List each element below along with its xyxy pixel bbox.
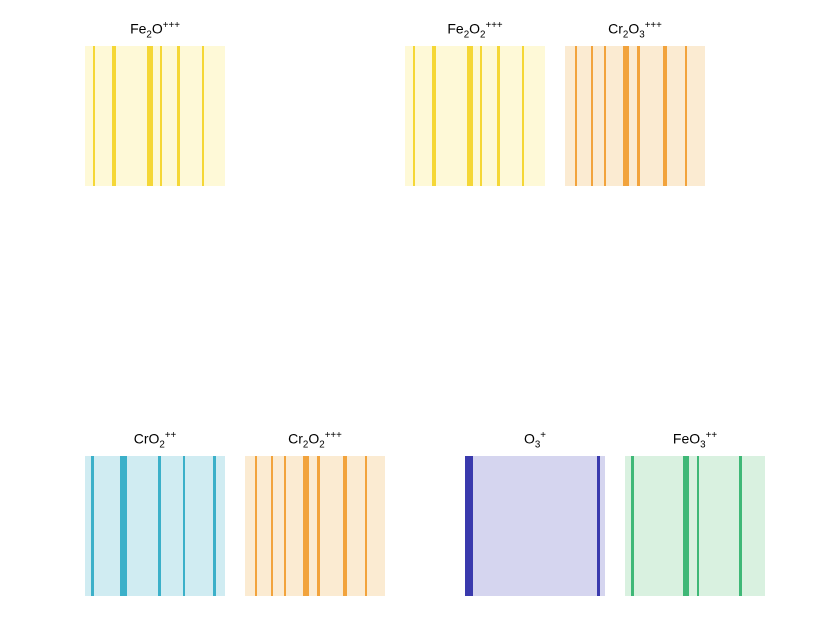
spectral-line: [522, 46, 524, 186]
spectrum-box: [565, 46, 705, 186]
spectral-line: [739, 456, 742, 596]
spectral-line: [637, 46, 640, 186]
spectral-line: [202, 46, 204, 186]
spectral-line: [213, 456, 216, 596]
spectral-line: [147, 46, 153, 186]
panel-title: Cr2O2+++: [245, 430, 385, 450]
spectrum-box: [625, 456, 765, 596]
spectral-line: [160, 46, 162, 186]
spectral-line: [120, 456, 127, 596]
spectral-line: [255, 456, 257, 596]
spectral-line: [365, 456, 367, 596]
panel-title: CrO2++: [85, 430, 225, 450]
spectral-line: [158, 456, 161, 596]
spectrum-panel: Cr2O3+++: [565, 20, 705, 186]
spectral-line: [271, 456, 273, 596]
spectral-line: [177, 46, 180, 186]
spectrum-panel: Cr2O2+++: [245, 430, 385, 596]
spectral-line: [183, 456, 185, 596]
spectrum-panel: FeO3++: [625, 430, 765, 596]
spectrum-box: [465, 456, 605, 596]
spectral-line: [91, 456, 94, 596]
spectrum-box: [405, 46, 545, 186]
spectral-line: [604, 46, 606, 186]
spectral-line: [112, 46, 116, 186]
spectral-line: [343, 456, 347, 596]
panel-title: Fe2O2+++: [405, 20, 545, 40]
spectral-line: [697, 456, 699, 596]
spectrum-box: [85, 456, 225, 596]
spectral-line: [685, 46, 687, 186]
spectral-line: [575, 46, 577, 186]
spectral-line: [93, 46, 95, 186]
spectrum-panel: CrO2++: [85, 430, 225, 596]
spectrum-panel: Fe2O+++: [85, 20, 225, 186]
spectrum-panel: O3+: [465, 430, 605, 596]
spectral-line: [467, 46, 473, 186]
spectral-line: [597, 456, 600, 596]
spectral-line: [317, 456, 320, 596]
spectral-line: [413, 46, 415, 186]
panel-title: O3+: [465, 430, 605, 450]
spectral-line: [663, 46, 667, 186]
spectral-line: [497, 46, 500, 186]
spectral-line: [631, 456, 634, 596]
spectrum-box: [245, 456, 385, 596]
spectral-line: [480, 46, 482, 186]
panel-title: FeO3++: [625, 430, 765, 450]
panel-title: Cr2O3+++: [565, 20, 705, 40]
spectral-line: [683, 456, 689, 596]
spectral-line: [465, 456, 473, 596]
spectrum-panel: Fe2O2+++: [405, 20, 545, 186]
spectral-line: [591, 46, 593, 186]
spectrum-box: [85, 46, 225, 186]
spectral-line: [303, 456, 309, 596]
spectral-line: [432, 46, 436, 186]
spectral-line: [623, 46, 629, 186]
panel-title: Fe2O+++: [85, 20, 225, 40]
spectral-line: [284, 456, 286, 596]
